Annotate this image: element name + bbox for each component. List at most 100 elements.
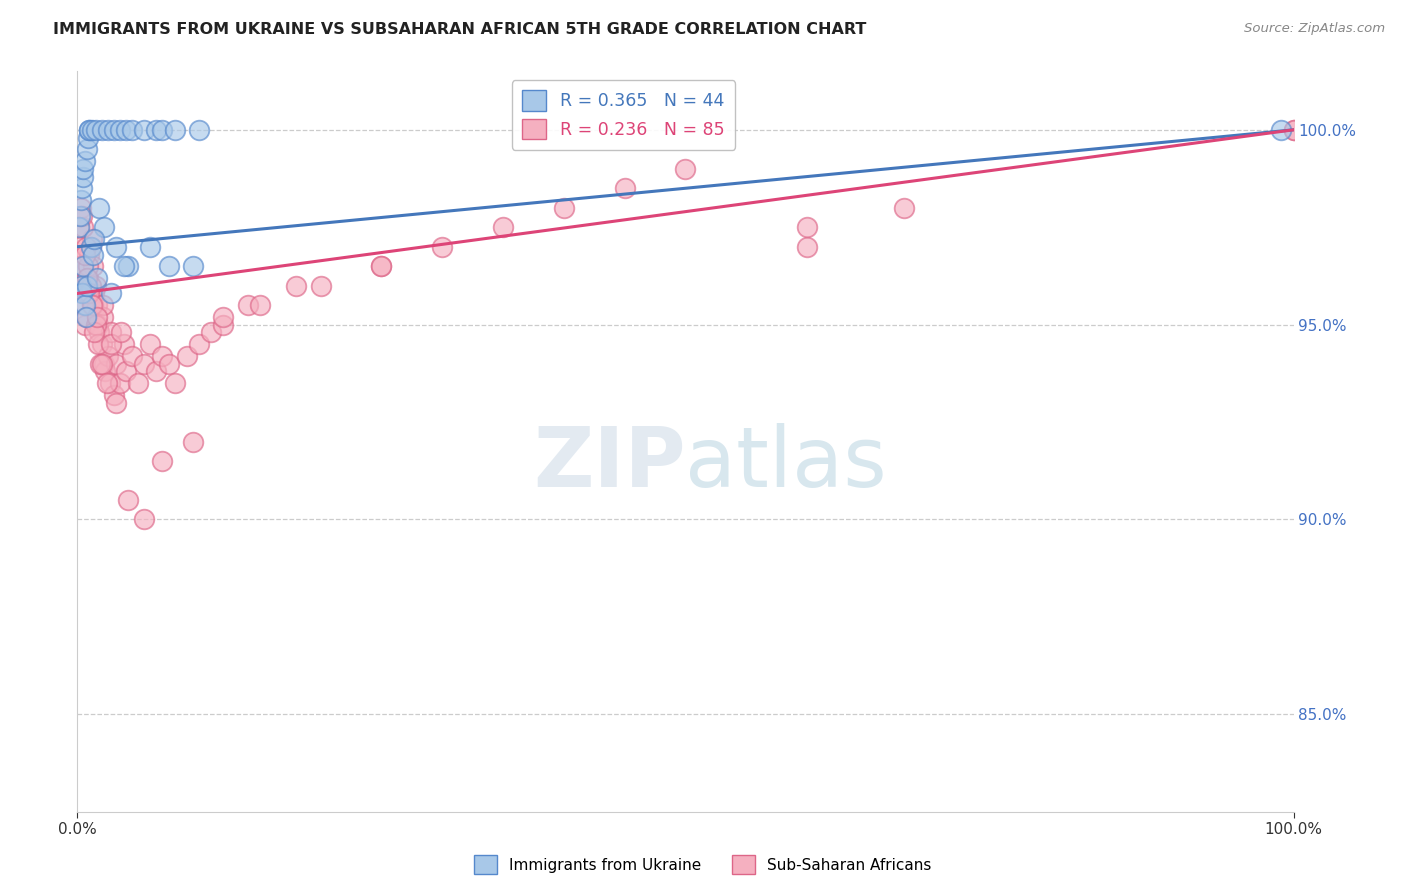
Point (117, 259, 139, 273)
Point (73, 153, 96, 168)
Point (103, 123, 125, 137)
Point (82, 298, 104, 312)
Point (67, 220, 90, 235)
Point (84, 123, 107, 137)
Point (370, 259, 392, 273)
Point (80, 278, 103, 293)
Point (73, 298, 96, 312)
Point (86, 298, 108, 312)
Point (134, 123, 156, 137)
Point (91, 298, 114, 312)
Point (91, 310, 114, 324)
Point (80, 232, 103, 246)
Point (73, 247, 96, 261)
Point (613, 181, 636, 195)
Point (83, 326, 105, 340)
Text: Source: ZipAtlas.com: Source: ZipAtlas.com (1244, 22, 1385, 36)
Point (76, 310, 98, 324)
Point (79, 286, 101, 301)
Point (163, 123, 186, 137)
Legend: R = 0.365   N = 44, R = 0.236   N = 85: R = 0.365 N = 44, R = 0.236 N = 85 (512, 80, 735, 150)
Point (80, 240, 103, 254)
Point (87, 318, 110, 332)
Point (83, 232, 105, 246)
Point (200, 326, 222, 340)
Point (675, 161, 697, 176)
Point (83, 286, 105, 301)
Point (103, 388, 125, 402)
Point (70, 181, 93, 195)
Point (79, 123, 101, 137)
Point (75, 286, 97, 301)
Point (105, 357, 128, 371)
Point (82, 247, 104, 261)
Point (72, 298, 94, 312)
Point (79, 123, 101, 137)
Point (115, 364, 138, 378)
Point (1270, 123, 1292, 137)
Point (285, 278, 308, 293)
Point (100, 326, 122, 340)
Point (70, 193, 93, 207)
Point (188, 337, 211, 351)
Point (77, 130, 100, 145)
Point (77, 259, 100, 273)
Point (70, 201, 93, 215)
Point (72, 220, 94, 235)
Point (67, 220, 90, 235)
Point (152, 349, 174, 363)
Point (181, 259, 204, 273)
Point (76, 142, 98, 156)
Text: atlas: atlas (686, 423, 887, 504)
Point (69, 240, 91, 254)
Point (93, 220, 115, 235)
Point (70, 259, 93, 273)
Point (134, 512, 156, 526)
Point (121, 123, 143, 137)
Point (72, 169, 94, 184)
Point (163, 376, 186, 390)
Point (82, 259, 104, 273)
Point (432, 240, 454, 254)
Point (115, 123, 138, 137)
Point (98, 376, 121, 390)
Point (73, 318, 96, 332)
Point (89, 326, 111, 340)
Point (94, 364, 117, 378)
Point (108, 376, 131, 390)
Point (70, 286, 93, 301)
Point (796, 240, 818, 254)
Point (139, 337, 162, 351)
Point (157, 259, 180, 273)
Point (90, 357, 112, 371)
Point (117, 493, 139, 508)
Point (75, 310, 97, 324)
Point (236, 298, 259, 312)
Point (139, 240, 162, 254)
Point (157, 357, 180, 371)
Point (492, 220, 515, 235)
Point (105, 240, 128, 254)
Point (80, 123, 103, 137)
Point (86, 310, 108, 324)
Point (84, 278, 107, 293)
Point (249, 298, 271, 312)
Point (87, 337, 110, 351)
Point (112, 337, 135, 351)
Point (97, 123, 120, 137)
Point (181, 434, 204, 449)
Point (553, 201, 575, 215)
Point (121, 349, 143, 363)
Point (69, 209, 91, 223)
Legend: Immigrants from Ukraine, Sub-Saharan Africans: Immigrants from Ukraine, Sub-Saharan Afr… (468, 849, 938, 880)
Point (212, 318, 235, 332)
Point (90, 337, 112, 351)
Point (79, 247, 101, 261)
Point (110, 326, 132, 340)
Point (86, 271, 108, 285)
Point (309, 278, 332, 293)
Point (145, 364, 167, 378)
Point (134, 357, 156, 371)
Point (72, 161, 94, 176)
Point (80, 240, 103, 254)
